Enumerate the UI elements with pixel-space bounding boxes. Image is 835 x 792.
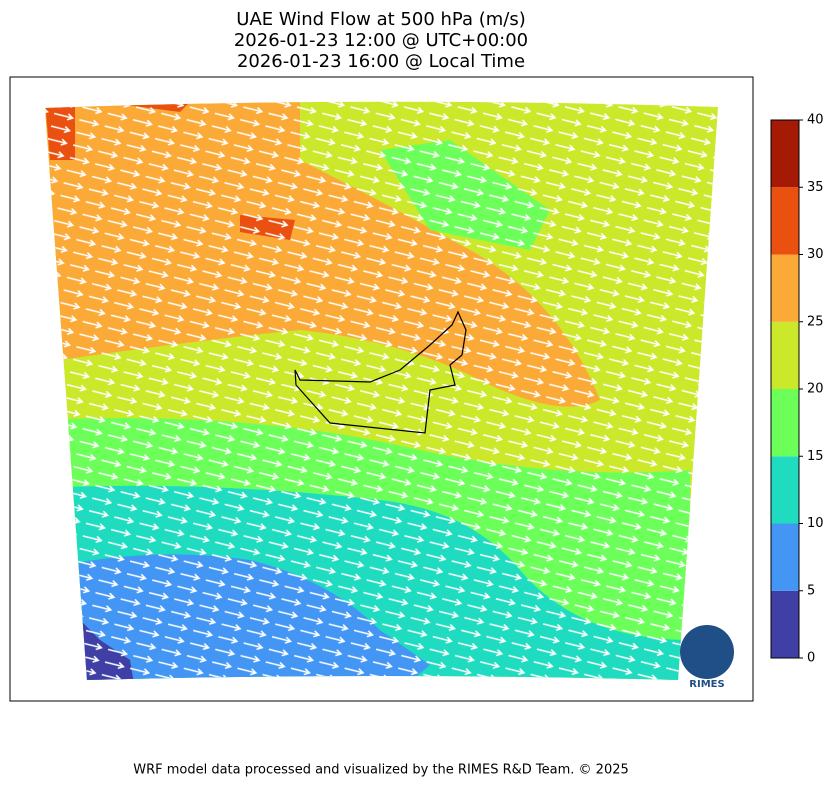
footer: WRF model data processed and visualized … (133, 763, 629, 778)
colorbar-tick-label: 25 (807, 314, 824, 329)
logo: RIMES (680, 625, 734, 690)
wind-arrows (45, 101, 718, 680)
colorbar-segment (771, 187, 799, 255)
colorbar: 0 5 10 15 20 25 30 35 40 (771, 113, 824, 666)
title-line: 2026-01-23 16:00 @ Local Time (237, 51, 525, 72)
colorbar-tick-label: 15 (807, 449, 824, 464)
colorbar-segment (771, 590, 799, 658)
title-line: UAE Wind Flow at 500 hPa (m/s) (236, 9, 525, 30)
colorbar-tick-label: 20 (807, 382, 824, 397)
colorbar-segment (771, 120, 799, 188)
colorbar-segment (771, 456, 799, 524)
colorbar-tick-label: 5 (807, 583, 815, 598)
colorbar-tick-label: 30 (807, 247, 824, 262)
colorbar-tick-label: 10 (807, 516, 824, 531)
colorbar-segment (771, 254, 799, 322)
uae-boundary (294, 310, 467, 434)
colorbar-tick-label: 40 (807, 113, 824, 128)
logo-badge (680, 625, 734, 679)
title-line: 2026-01-23 12:00 @ UTC+00:00 (234, 30, 528, 51)
map-frame (9, 76, 754, 702)
colorbar-tick-label: 0 (807, 651, 815, 666)
colorbar-tick-label: 35 (807, 180, 824, 195)
wind-field (45, 101, 718, 680)
colorbar-segment (771, 389, 799, 457)
colorbar-segment (771, 523, 799, 591)
colorbar-segment (771, 321, 799, 389)
colorbar-frame (770, 119, 800, 659)
logo-text: RIMES (689, 679, 724, 690)
